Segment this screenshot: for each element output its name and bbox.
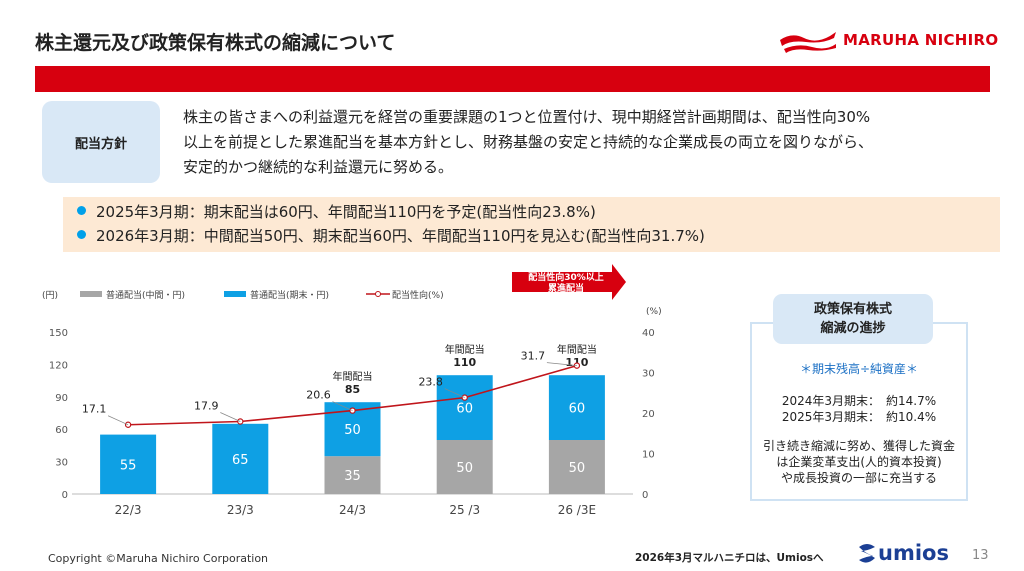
side-title-line: 縮減の進捗 [820,321,886,336]
payout-label: 31.7 [521,350,546,363]
policy-line: 以上を前提とした累進配当を基本方針とし、財務基盤の安定と持続的な企業成長の両立を… [183,133,874,151]
bar-year-end [212,423,269,494]
policy-label: 配当方針 [42,101,160,183]
dividend-highlights: 2025年3月期：期末配当は60円、年間配当110円を予定(配当性向23.8%)… [63,197,1000,252]
umios-wave-icon [859,544,875,563]
arrow-callout-text: 配当性向30%以上 [528,271,604,283]
legend-label: 普通配当(期末・円) [250,289,329,301]
side-note: や成長投資の一部に充当する [780,471,937,485]
bar-interim [436,440,493,494]
side-subtitle: ＊期末残高÷純資産＊ [799,362,919,376]
highlight-text: 2025年3月期：期末配当は60円、年間配当110円を予定(配当性向23.8%) [96,203,596,221]
bar-value-label: 50 [456,461,473,476]
y2-tick-label: 10 [642,450,655,461]
annual-value: 85 [345,383,360,396]
copyright: Copyright ©Maruha Nichiro Corporation [48,552,269,565]
x-tick-label: 24/3 [339,503,366,517]
y2-tick-label: 40 [642,328,655,339]
highlight-text: 2026年3月期：中間配当50円、期末配当60円、年間配当110円を見込む(配当… [96,227,705,245]
title-divider-bar [35,66,990,92]
legend-swatch [224,291,246,297]
highlight-item: 2026年3月期：中間配当50円、期末配当60円、年間配当110円を見込む(配当… [77,225,705,246]
bar-value-label: 50 [569,461,586,476]
payout-label: 17.9 [194,400,219,413]
legend-label: 普通配当(中間・円) [106,289,185,301]
side-note: は企業変革支出(人的資本投資) [776,455,942,469]
y2-tick-label: 0 [642,490,648,501]
side-stat: 2024年3月期末： 約14.7% [781,394,937,408]
arrow-callout [512,264,626,300]
wave-logo-icon [780,32,836,53]
y-tick-label: 0 [62,490,68,501]
y-tick-label: 120 [49,360,68,371]
page-number: 13 [972,548,989,563]
bar-value-label: 60 [569,402,586,417]
bar-value-label: 55 [120,458,137,473]
policy-line: 安定的かつ継続的な利益還元に努める。 [183,158,454,176]
bar-year-end [100,434,157,494]
annual-label: 年間配当 [333,370,373,383]
y2-tick-label: 20 [642,409,655,420]
page-title: 株主還元及び政策保有株式の縮減について [35,32,396,54]
bar-interim [324,456,381,494]
umios-logo: umios [856,540,966,568]
bar-value-label: 65 [232,453,249,468]
legend-marker [375,291,381,297]
x-tick-label: 23/3 [227,503,254,517]
y-axis-unit: (円) [42,290,58,301]
y-tick-label: 150 [49,328,68,339]
y2-axis-unit: (%) [646,307,662,317]
side-title-line: 政策保有株式 [813,302,892,317]
x-tick-label: 25 /3 [449,503,480,517]
logo-text: MARUHA NICHIRO [843,31,999,49]
highlight-item: 2025年3月期：期末配当は60円、年間配当110円を予定(配当性向23.8%) [77,201,596,222]
legend-swatch [80,291,102,297]
y-tick-label: 90 [55,393,68,404]
annual-label: 年間配当 [445,343,485,356]
umios-logo-text: umios [878,541,949,565]
legend-label: 配当性向(%) [392,289,444,301]
policy-shares-panel [750,322,968,501]
y-tick-label: 30 [55,458,68,469]
arrow-callout-text: 累進配当 [548,282,584,294]
side-panel-title: 政策保有株式 縮減の進捗 [773,294,933,344]
dividend-chart: 0 30 60 90 120 150 0 10 20 30 40 (円) (%) 普通配当(中間・円) 普通… [42,264,662,517]
bar-value-label: 35 [344,469,361,484]
y2-tick-label: 30 [642,369,655,380]
y-tick-label: 60 [55,425,68,436]
umios-note: 2026年3月マルハニチロは、Umiosへ [635,552,824,564]
x-tick-label: 26 /3E [558,503,596,517]
side-note: 引き続き縮減に努め、獲得した資金 [762,439,955,453]
payout-label: 23.8 [418,376,443,389]
payout-leader [332,401,353,411]
bar-year-end [548,375,605,440]
side-stat: 2025年3月期末： 約10.4% [781,410,937,424]
annual-value: 110 [453,356,476,369]
bar-value-label: 50 [344,423,361,438]
x-tick-label: 22/3 [115,503,142,517]
payout-leader [107,415,129,426]
policy-line: 株主の皆さまへの利益還元を経営の重要課題の1つと位置付け、現中期経営計画期間は、… [183,108,871,126]
payout-leader [546,362,577,366]
bar-interim [548,440,605,494]
payout-label: 20.6 [306,389,331,402]
payout-label: 17.1 [82,403,107,416]
maruha-nichiro-logo: MARUHA NICHIRO [778,26,998,56]
bullet-icon [77,230,86,239]
payout-leader [220,412,241,422]
bar-year-end [436,375,493,440]
bar-value-label: 60 [456,402,473,417]
bullet-icon [77,206,86,215]
annual-label: 年間配当 [557,343,597,356]
payout-leader [444,388,465,398]
policy-text: 株主の皆さまへの利益還元を経営の重要課題の1つと位置付け、現中期経営計画期間は、… [183,105,963,180]
